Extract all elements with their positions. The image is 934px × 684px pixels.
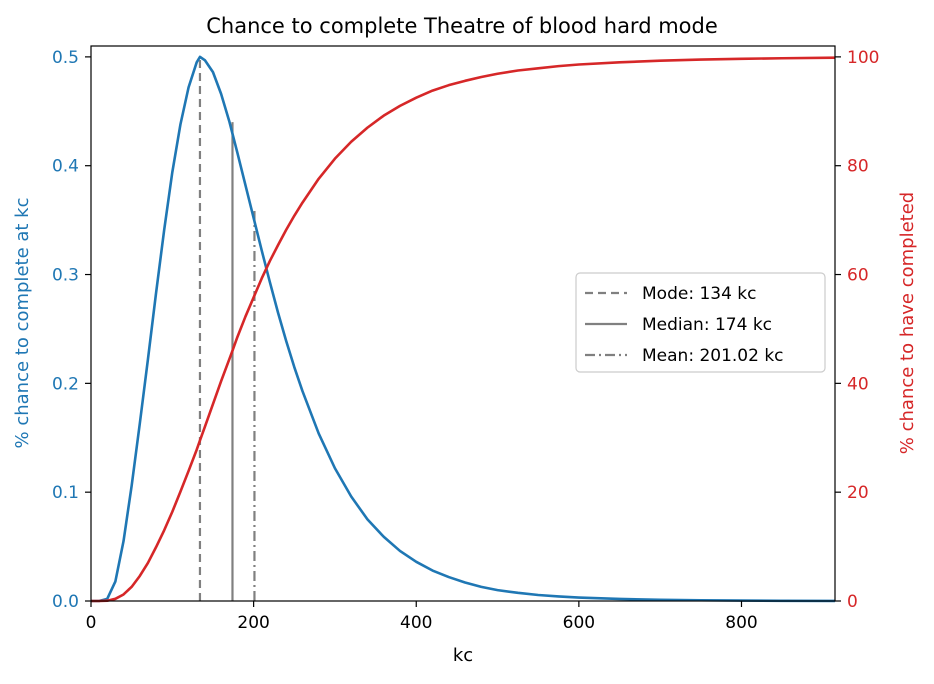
left-y-axis-label: % chance to complete at kc (12, 198, 33, 449)
legend-label: Median: 174 kc (642, 315, 772, 335)
left-y-tick-label: 0.1 (52, 483, 79, 503)
x-tick-label: 800 (725, 613, 757, 633)
series-line-left (91, 55, 836, 603)
x-tick-label: 400 (400, 613, 432, 633)
legend-label: Mean: 201.02 kc (642, 346, 784, 366)
plot-frame (90, 45, 836, 602)
legend-box (575, 272, 826, 373)
x-tick-label: 200 (237, 613, 269, 633)
legend: Mode: 134 kc Median: 174 kc Mean: 201.02 k… (575, 272, 826, 373)
series-line-right (91, 56, 836, 603)
legend-label: Mode: 134 kc (642, 284, 757, 304)
right-y-tick-label: 80 (847, 157, 869, 177)
right-y-axis-label: % chance to have completed (897, 192, 918, 454)
left-y-tick-label: 0.2 (52, 374, 79, 394)
x-tick-label: 0 (86, 613, 97, 633)
right-y-tick-label: 0 (847, 592, 858, 612)
left-y-tick-label: 0.0 (52, 592, 79, 612)
left-y-tick-label: 0.3 (52, 266, 79, 286)
chart-title: Chance to complete Theatre of blood hard… (206, 14, 718, 38)
left-y-tick-label: 0.4 (52, 157, 79, 177)
right-y-tick-label: 40 (847, 374, 869, 394)
right-y-tick-label: 100 (847, 48, 879, 68)
left-y-tick-label: 0.5 (52, 48, 79, 68)
right-y-tick-label: 20 (847, 483, 869, 503)
right-y-tick-label: 60 (847, 266, 869, 286)
x-axis-label: kc (453, 645, 473, 666)
x-tick-label: 600 (563, 613, 595, 633)
plot-area: 0 200 400 600 800 0.0 0.1 0.2 0.3 0.4 0.5 0 20 40 60 80… (52, 45, 879, 633)
